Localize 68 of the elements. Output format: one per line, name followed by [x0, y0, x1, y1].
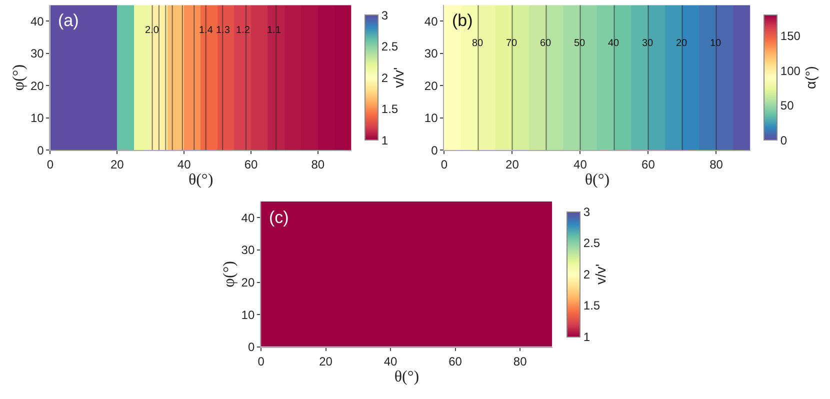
annotation: 2.0	[145, 25, 160, 36]
annotation: (b)	[452, 11, 473, 30]
y-tick-label: 10	[241, 308, 255, 322]
color-bar-label: 3	[381, 8, 388, 22]
y-tick-label: 10	[30, 111, 44, 126]
color-bar-label: 0	[780, 133, 788, 148]
color-bar-label: 2	[583, 267, 590, 282]
x-tick-label: 20	[110, 158, 124, 172]
y-axis-title: φ(°)	[10, 64, 28, 91]
annotation: 10	[710, 38, 722, 49]
color-bar-label: 1	[583, 330, 590, 344]
y-tick-label: 20	[30, 78, 44, 93]
annotation: 1.4	[199, 25, 214, 36]
color-bar-label: 150	[780, 29, 801, 44]
x-tick-label: 0	[440, 158, 448, 172]
x-tick-label: 80	[311, 158, 325, 172]
x-tick-label: 40	[384, 354, 398, 368]
color-bar-label: 2.5	[583, 236, 600, 250]
annotation: 1.3	[216, 25, 230, 36]
x-tick-label: 80	[710, 158, 724, 172]
x-tick-label: 0	[46, 158, 54, 172]
color-bar-label: 3	[583, 204, 590, 219]
color-bar-title: v/v'	[592, 264, 608, 284]
x-axis-title: θ(°)	[394, 368, 420, 386]
y-tick-label: 40	[30, 14, 44, 28]
annotation: 1.2	[236, 25, 250, 36]
y-tick-label: 40	[241, 210, 255, 225]
x-tick-label: 60	[448, 354, 462, 368]
annotation: 60	[540, 38, 552, 49]
y-tick-label: 30	[241, 243, 255, 258]
color-bar-label: 100	[780, 64, 801, 78]
x-tick-label: 0	[258, 354, 265, 368]
x-tick-label: 80	[513, 354, 528, 368]
x-tick-label: 20	[319, 354, 333, 368]
color-bar-title: v/v'	[390, 67, 406, 88]
x-tick-label: 60	[244, 158, 258, 172]
annotation: (c)	[269, 208, 289, 227]
color-bar-label: 2.5	[381, 40, 398, 54]
color-bar-label: 1.5	[583, 298, 600, 313]
annotation: 70	[506, 38, 518, 49]
y-tick-label: 40	[424, 14, 438, 28]
y-tick-label: 30	[424, 46, 438, 61]
color-bar-label: 1	[381, 133, 388, 148]
x-tick-label: 40	[177, 158, 192, 172]
x-axis-title: θ(°)	[584, 172, 610, 189]
annotation: (a)	[58, 11, 79, 30]
annotation: 40	[608, 38, 620, 49]
annotation: 20	[676, 38, 688, 49]
y-tick-label: 0	[248, 340, 255, 354]
annotation: 30	[642, 38, 654, 49]
annotation: 50	[574, 38, 586, 49]
annotation: 80	[472, 38, 484, 49]
x-axis-title: θ(°)	[188, 172, 214, 189]
y-tick-label: 10	[424, 111, 438, 126]
color-bar-label: 2	[381, 70, 388, 85]
y-tick-label: 0	[431, 143, 438, 158]
y-tick-label: 0	[37, 143, 44, 158]
y-tick-label: 20	[424, 78, 438, 93]
color-bar-label: 50	[780, 98, 794, 113]
annotation: 1.1	[267, 25, 282, 36]
x-tick-label: 60	[642, 158, 656, 172]
x-tick-label: 20	[506, 158, 520, 172]
y-tick-label: 30	[30, 46, 44, 61]
color-bar-label: 1.5	[381, 102, 398, 116]
color-bar-title: α(°)	[802, 66, 819, 90]
y-tick-label: 20	[241, 275, 255, 290]
y-axis-title: φ(°)	[221, 261, 238, 288]
x-tick-label: 40	[574, 158, 588, 172]
